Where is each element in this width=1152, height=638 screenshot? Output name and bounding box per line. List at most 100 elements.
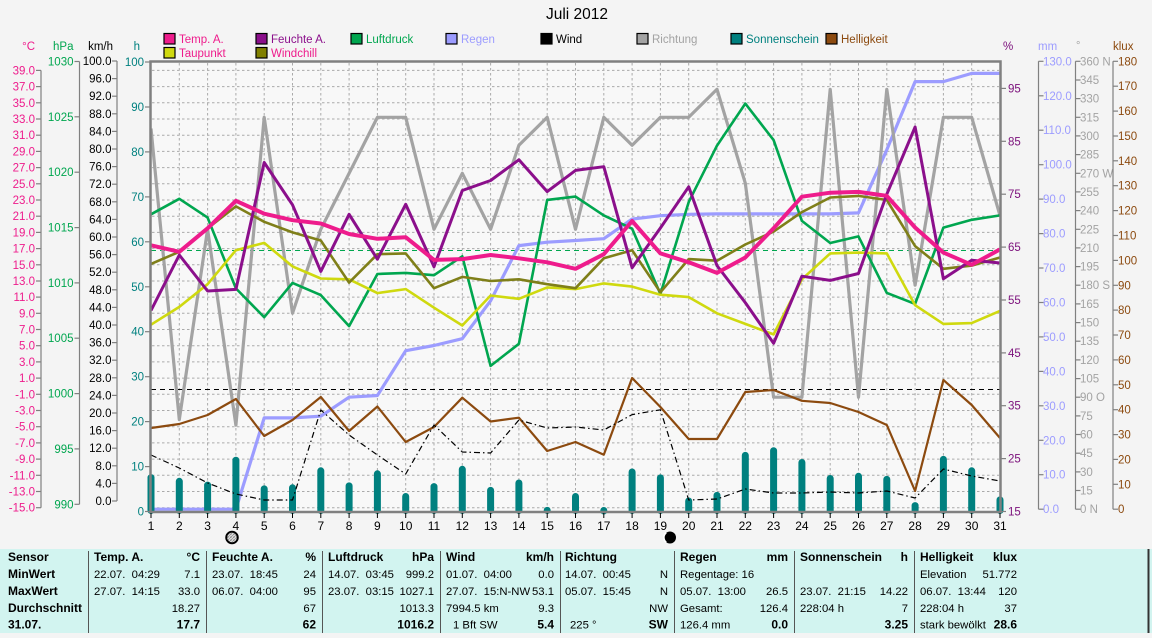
svg-text:16: 16: [569, 519, 583, 533]
svg-text:25: 25: [1008, 454, 1021, 466]
svg-text:1015: 1015: [48, 223, 74, 235]
svg-text:135: 135: [1080, 336, 1099, 348]
svg-text:225: 225: [1080, 224, 1099, 236]
svg-text:88.0: 88.0: [89, 109, 111, 121]
svg-text:315: 315: [1080, 112, 1099, 124]
svg-text:75: 75: [1080, 411, 1093, 423]
svg-text:70: 70: [131, 192, 144, 204]
svg-text:01.07. 04:00: 01.07. 04:00: [446, 569, 512, 581]
svg-text:12.0: 12.0: [89, 443, 111, 455]
svg-text:27: 27: [880, 519, 894, 533]
svg-text:%: %: [305, 550, 316, 564]
svg-text:24: 24: [303, 569, 316, 581]
svg-text:1013.3: 1013.3: [399, 603, 434, 615]
svg-text:64.0: 64.0: [89, 214, 111, 226]
svg-text:8: 8: [346, 519, 353, 533]
svg-text:5: 5: [261, 519, 268, 533]
svg-text:Richtung: Richtung: [652, 34, 697, 46]
svg-text:1.0: 1.0: [19, 373, 35, 385]
svg-text:53.1: 53.1: [532, 586, 554, 598]
svg-text:85: 85: [1008, 136, 1021, 148]
svg-text:3.25: 3.25: [885, 618, 909, 632]
svg-text:17.7: 17.7: [177, 618, 201, 632]
svg-text:1000: 1000: [48, 389, 74, 401]
svg-text:195: 195: [1080, 262, 1099, 274]
svg-text:126.4 mm: 126.4 mm: [680, 620, 730, 632]
svg-text:120: 120: [1118, 206, 1137, 218]
svg-text:70: 70: [1118, 330, 1131, 342]
svg-text:14.07. 03:45: 14.07. 03:45: [328, 569, 394, 581]
svg-text:270 W: 270 W: [1080, 168, 1113, 180]
svg-text:hPa: hPa: [412, 550, 434, 564]
svg-text:3: 3: [204, 519, 211, 533]
svg-text:N: N: [660, 569, 668, 581]
svg-text:Juli 2012: Juli 2012: [546, 6, 608, 23]
svg-text:13: 13: [484, 519, 498, 533]
svg-text:Temp. A.: Temp. A.: [94, 550, 143, 564]
svg-text:06.07. 13:44: 06.07. 13:44: [920, 586, 986, 598]
svg-text:23: 23: [767, 519, 781, 533]
svg-text:84.0: 84.0: [89, 126, 111, 138]
svg-text:26: 26: [852, 519, 866, 533]
svg-text:60: 60: [1080, 430, 1093, 442]
svg-text:90 O: 90 O: [1080, 392, 1105, 404]
svg-text:90: 90: [131, 102, 144, 114]
svg-text:klux: klux: [993, 550, 1017, 564]
svg-text:4: 4: [233, 519, 240, 533]
svg-text:8.0: 8.0: [96, 461, 112, 473]
svg-text:30: 30: [1080, 467, 1093, 479]
svg-text:24.0: 24.0: [89, 390, 111, 402]
svg-text:70.0: 70.0: [1043, 263, 1065, 275]
svg-text:65: 65: [1008, 242, 1021, 254]
svg-text:05.07. 15:45: 05.07. 15:45: [565, 586, 631, 598]
svg-text:92.0: 92.0: [89, 91, 111, 103]
svg-text:17.0: 17.0: [13, 244, 35, 256]
svg-text:126.4: 126.4: [760, 603, 788, 615]
svg-text:96.0: 96.0: [89, 74, 111, 86]
svg-text:km/h: km/h: [88, 41, 113, 53]
svg-text:40: 40: [1118, 405, 1131, 417]
svg-text:°C: °C: [187, 550, 201, 564]
svg-text:5.4: 5.4: [537, 618, 554, 632]
svg-text:-5.0: -5.0: [15, 422, 35, 434]
svg-text:klux: klux: [1113, 41, 1134, 53]
svg-text:N: N: [660, 586, 668, 598]
svg-text:75: 75: [1008, 189, 1021, 201]
svg-text:Wind: Wind: [556, 34, 582, 46]
svg-text:28.6: 28.6: [994, 618, 1018, 632]
svg-text:0 N: 0 N: [1080, 504, 1098, 516]
svg-text:24: 24: [795, 519, 809, 533]
svg-text:%: %: [1003, 41, 1013, 53]
svg-text:105: 105: [1080, 374, 1099, 386]
svg-text:19: 19: [654, 519, 668, 533]
svg-text:9.3: 9.3: [538, 603, 554, 615]
svg-text:Luftdruck: Luftdruck: [328, 550, 384, 564]
svg-text:MinWert: MinWert: [8, 567, 55, 581]
svg-text:17: 17: [597, 519, 611, 533]
svg-text:330: 330: [1080, 94, 1099, 106]
svg-text:360 N: 360 N: [1080, 56, 1111, 68]
svg-text:120: 120: [998, 586, 1017, 598]
svg-text:95: 95: [303, 586, 316, 598]
svg-text:20: 20: [682, 519, 696, 533]
svg-text:30: 30: [131, 372, 144, 384]
svg-text:14.07. 00:45: 14.07. 00:45: [565, 569, 631, 581]
svg-text:-3.0: -3.0: [15, 406, 35, 418]
svg-text:1: 1: [148, 519, 155, 533]
svg-text:44.0: 44.0: [89, 302, 111, 314]
svg-text:3.0: 3.0: [19, 357, 35, 369]
svg-text:228:04 h: 228:04 h: [800, 603, 844, 615]
svg-text:hPa: hPa: [53, 41, 74, 53]
svg-text:°C: °C: [22, 41, 35, 53]
svg-text:27.0: 27.0: [13, 163, 35, 175]
svg-text:68.0: 68.0: [89, 197, 111, 209]
svg-text:5.0: 5.0: [19, 341, 35, 353]
svg-text:-9.0: -9.0: [15, 454, 35, 466]
svg-text:995: 995: [54, 444, 73, 456]
svg-text:60.0: 60.0: [1043, 298, 1065, 310]
svg-text:11: 11: [428, 519, 441, 533]
svg-text:300: 300: [1080, 131, 1099, 143]
svg-text:-1.0: -1.0: [15, 389, 35, 401]
svg-text:45: 45: [1080, 448, 1093, 460]
svg-text:-11.0: -11.0: [10, 470, 35, 482]
